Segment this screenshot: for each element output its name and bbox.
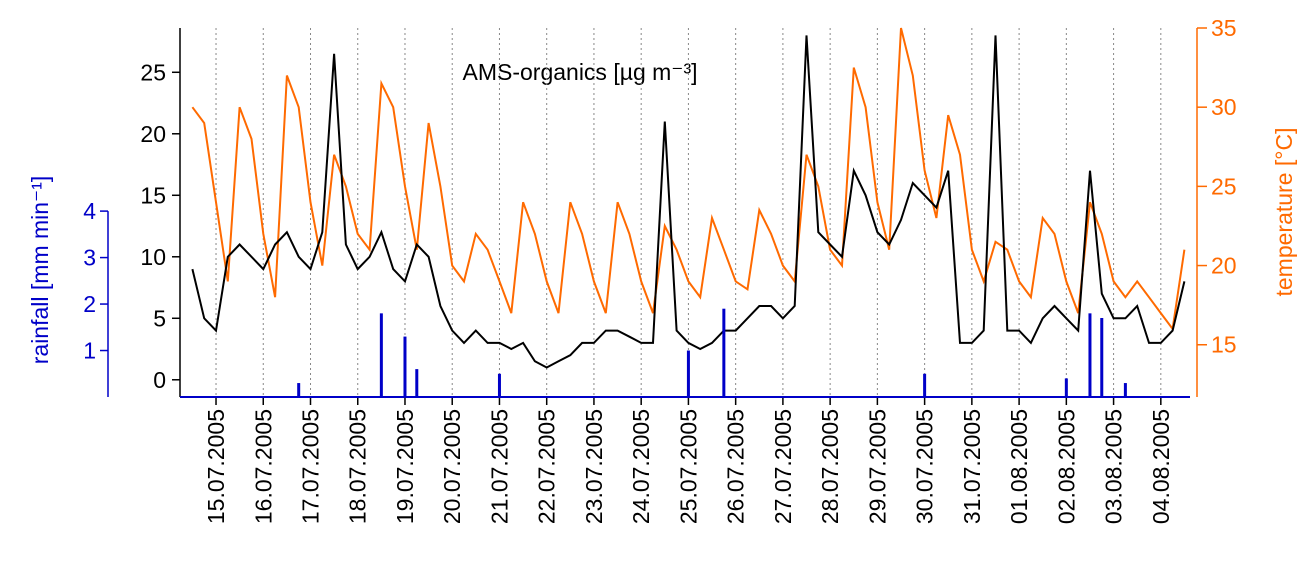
y-tick-label: 10: [140, 244, 166, 270]
bar: [722, 308, 726, 397]
x-tick-label: 21.07.2005: [486, 409, 512, 524]
x-tick-label: 27.07.2005: [770, 409, 796, 524]
y3-tick-label: 3: [83, 245, 96, 271]
bar: [1064, 378, 1068, 397]
y2-tick-label: 15: [1211, 332, 1237, 358]
rainfall-axis-title: rainfall [mm min⁻¹]: [27, 176, 53, 365]
x-tick-label: 31.07.2005: [959, 409, 985, 524]
bar: [497, 373, 501, 397]
x-tick-label: 04.08.2005: [1148, 409, 1174, 524]
x-tick-label: 22.07.2005: [534, 409, 560, 524]
bar: [1123, 383, 1127, 397]
series-line: [191, 35, 1186, 369]
y3-tick-label: 1: [83, 338, 96, 364]
x-tick-label: 01.08.2005: [1006, 409, 1032, 524]
x-tick-label: 28.07.2005: [817, 409, 843, 524]
y3-tick-label: 2: [83, 291, 96, 317]
x-tick-label: 30.07.2005: [912, 409, 938, 524]
x-tick-label: 18.07.2005: [345, 409, 371, 524]
x-tick-label: 16.07.2005: [250, 409, 276, 524]
bar: [1100, 317, 1104, 397]
series-line: [191, 27, 1186, 332]
bar: [1088, 313, 1092, 397]
x-tick-label: 02.08.2005: [1053, 409, 1079, 524]
x-tick-label: 15.07.2005: [203, 409, 229, 524]
x-tick-label: 23.07.2005: [581, 409, 607, 524]
y-tick-label: 25: [140, 59, 166, 85]
x-tick-label: 29.07.2005: [864, 409, 890, 524]
x-tick-label: 17.07.2005: [298, 409, 324, 524]
bar: [297, 383, 301, 397]
bar: [403, 336, 407, 397]
x-tick-label: 26.07.2005: [723, 409, 749, 524]
y-tick-label: 0: [153, 367, 166, 393]
x-tick-label: 19.07.2005: [392, 409, 418, 524]
y-tick-label: 5: [153, 305, 166, 331]
y2-tick-label: 30: [1211, 94, 1237, 120]
bar: [686, 350, 690, 397]
bar: [379, 313, 383, 397]
x-tick-label: 24.07.2005: [628, 409, 654, 524]
x-tick-label: 25.07.2005: [675, 409, 701, 524]
bar: [923, 373, 927, 397]
annotation: AMS-organics [µg m⁻³]: [463, 59, 698, 85]
temperature-axis-title: temperature [°C]: [1271, 128, 1297, 297]
y2-tick-label: 20: [1211, 253, 1237, 279]
x-tick-label: 20.07.2005: [439, 409, 465, 524]
y-tick-label: 20: [140, 121, 166, 147]
bar: [415, 369, 419, 397]
x-tick-label: 03.08.2005: [1101, 409, 1127, 524]
y-tick-label: 15: [140, 182, 166, 208]
y3-tick-label: 4: [83, 198, 96, 224]
y2-tick-label: 25: [1211, 173, 1237, 199]
y2-tick-label: 35: [1211, 15, 1237, 41]
